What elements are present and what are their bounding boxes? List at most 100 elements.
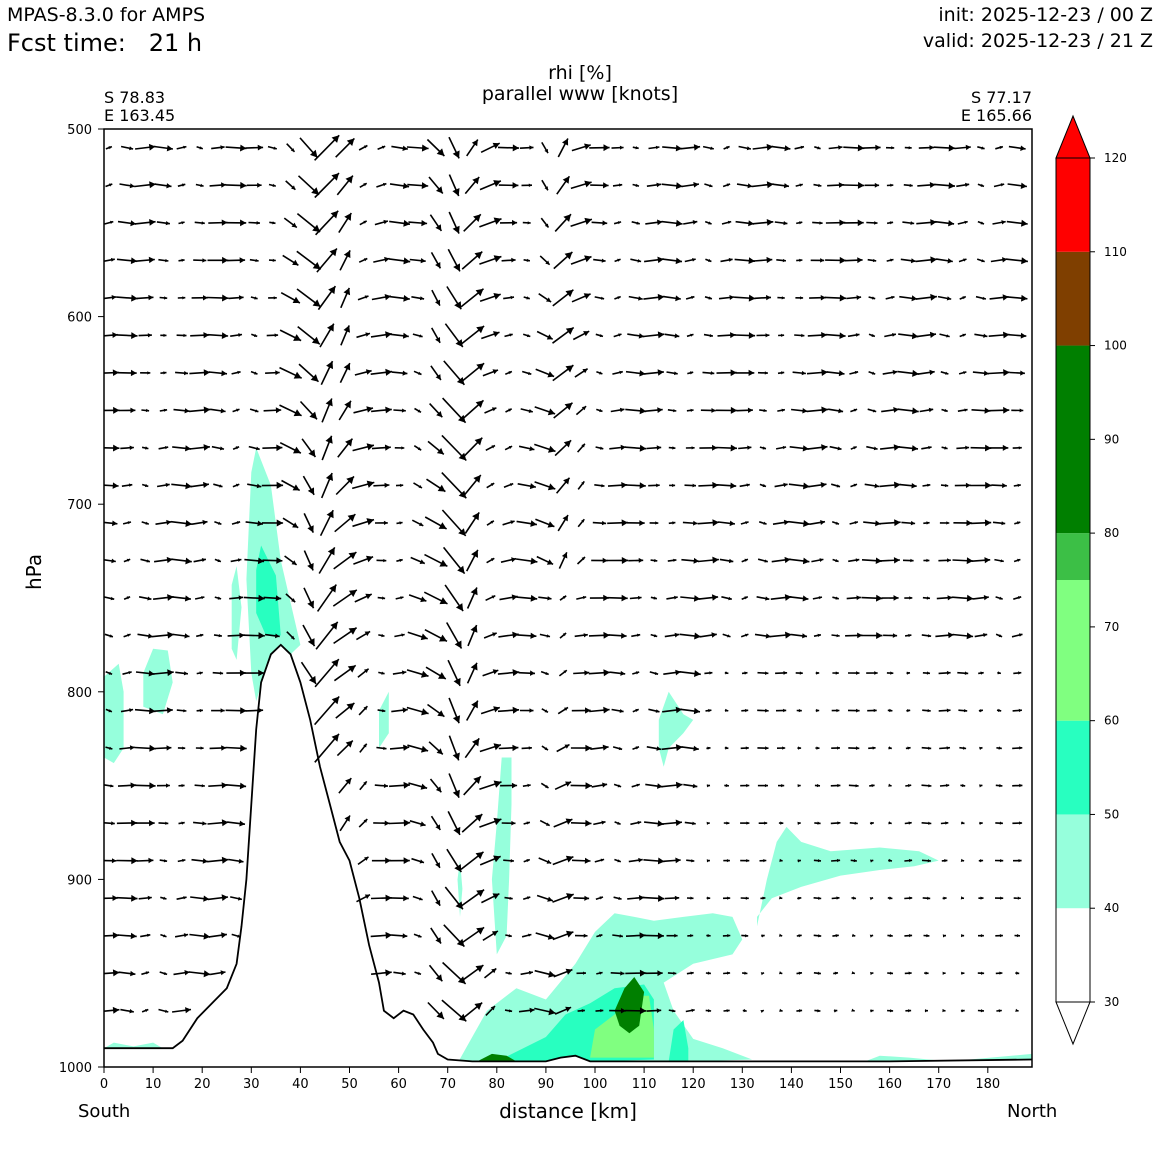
- wind-vector-head: [744, 558, 748, 562]
- wind-vector-head: [766, 181, 774, 189]
- wind-vector-head: [217, 596, 222, 600]
- wind-vector-head: [657, 331, 665, 339]
- wind-vector-head: [707, 746, 711, 750]
- wind-vector-head: [599, 896, 603, 900]
- wind-vector-head: [417, 971, 421, 975]
- model-title: MPAS-8.3.0 for AMPS: [7, 4, 206, 26]
- wind-vector-head: [565, 327, 574, 335]
- wind-vector-head: [201, 784, 205, 788]
- wind-vector-head: [149, 181, 156, 189]
- wind-vector-head: [888, 783, 892, 787]
- x-tick-label: 70: [439, 1077, 456, 1092]
- wind-vector-head: [709, 184, 713, 188]
- wind-vector-head: [637, 259, 642, 263]
- wind-vector-head: [674, 632, 680, 638]
- wind-vector-head: [602, 744, 609, 751]
- wind-vector-head: [1000, 559, 1004, 563]
- wind-vector-head: [1021, 294, 1028, 302]
- wind-vector-head: [113, 406, 120, 414]
- wind-vector-head: [439, 559, 448, 567]
- wind-vector-head: [603, 669, 610, 677]
- wind-vector-head: [221, 894, 228, 901]
- wind-vector-head: [872, 409, 877, 413]
- wind-vector-head: [909, 183, 913, 188]
- wind-vector-head: [761, 934, 765, 938]
- wind-vector-head: [240, 181, 247, 189]
- wind-vector-head: [491, 445, 495, 449]
- wind-vector-head: [456, 938, 465, 947]
- wind-vector-head: [1020, 332, 1027, 339]
- wind-vector-head: [746, 783, 750, 788]
- wind-vector-head: [797, 784, 801, 788]
- wind-vector-head: [601, 484, 605, 488]
- wind-vector-head: [621, 632, 627, 639]
- wind-vector-head: [272, 183, 276, 187]
- wind-vector-head: [1020, 370, 1025, 376]
- wind-vector-head: [779, 1008, 783, 1012]
- wind-vector-head: [653, 596, 657, 600]
- wind-vector-head: [403, 219, 410, 227]
- wind-vector-head: [454, 301, 462, 310]
- wind-vector-head: [945, 371, 949, 375]
- wind-vector-head: [927, 483, 931, 487]
- wind-vector-head: [183, 896, 187, 900]
- wind-vector-head: [221, 782, 228, 789]
- wind-vector-head: [856, 708, 860, 713]
- wind-vector-head: [726, 859, 730, 863]
- wind-vector-head: [948, 632, 954, 639]
- wind-vector-head: [617, 296, 621, 300]
- wind-vector-head: [852, 896, 856, 900]
- wind-vector-head: [856, 595, 861, 601]
- wind-vector-head: [167, 631, 174, 639]
- wind-vector-head: [147, 371, 151, 375]
- wind-vector-head: [946, 708, 951, 713]
- wind-vector-head: [111, 558, 116, 564]
- wind-vector-head: [418, 485, 422, 488]
- wind-vector-head: [819, 221, 823, 225]
- wind-vector-head: [435, 337, 441, 343]
- wind-vector-head: [691, 1008, 695, 1013]
- wind-vector-head: [998, 634, 1003, 638]
- wind-vector-head: [657, 219, 663, 226]
- wind-vector-head: [508, 1009, 513, 1013]
- wind-vector-head: [909, 896, 913, 900]
- wind-vector-head: [111, 295, 117, 300]
- chart-subtitle: parallel www [knots]: [481, 83, 679, 105]
- wind-vector-head: [817, 821, 821, 825]
- wind-vector-head: [130, 932, 137, 940]
- wind-vector-head: [999, 145, 1003, 150]
- wind-vector-head: [984, 519, 992, 527]
- wind-vector-head: [255, 258, 259, 263]
- wind-vector-head: [1015, 1008, 1019, 1012]
- wind-vector-head: [399, 558, 403, 562]
- wind-vector-head: [1018, 671, 1022, 675]
- wind-vector-head: [946, 521, 950, 525]
- wind-vector-head: [600, 296, 605, 300]
- wind-vector-head: [366, 443, 374, 451]
- wind-vector-head: [817, 1009, 821, 1013]
- wind-vector-head: [348, 552, 357, 560]
- wind-vector-head: [436, 748, 443, 755]
- wind-vector-head: [838, 370, 845, 377]
- wind-vector-head: [493, 817, 502, 826]
- wind-vector-head: [129, 183, 135, 189]
- wind-vector-head: [891, 146, 895, 150]
- wind-vector-head: [330, 210, 339, 219]
- wind-vector-head: [766, 256, 773, 264]
- wind-vector-head: [621, 482, 628, 489]
- wind-vector-head: [561, 552, 568, 559]
- wind-vector-head: [418, 371, 422, 375]
- wind-vector-head: [657, 857, 665, 865]
- wind-vector-head: [402, 182, 410, 189]
- wind-vector-head: [402, 370, 408, 376]
- wind-vector-head: [799, 183, 803, 187]
- wind-vector-head: [637, 595, 642, 600]
- wind-vector-head: [802, 595, 809, 602]
- wind-vector-head: [421, 144, 429, 152]
- wind-vector-head: [708, 1009, 712, 1013]
- wind-vector-head: [219, 671, 224, 675]
- wind-vector-head: [674, 895, 680, 901]
- wind-vector-head: [184, 970, 190, 976]
- wind-vector-head: [129, 445, 134, 450]
- wind-vector-head: [344, 400, 351, 409]
